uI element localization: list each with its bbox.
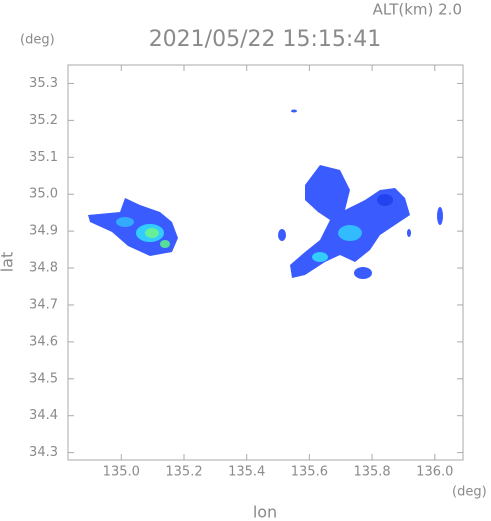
y-tick-label: 35.2 [29, 113, 58, 128]
y-tick-label: 35.1 [29, 150, 58, 165]
y-tick-label: 35.0 [29, 187, 58, 202]
x-tick-label: 135.0 [103, 465, 140, 480]
y-tick-label: 34.5 [29, 371, 58, 386]
chart-title: 2021/05/22 15:15:41 [149, 27, 382, 52]
y-unit: (deg) [20, 33, 55, 48]
echo-region [312, 252, 328, 262]
x-tick-label: 135.8 [353, 465, 390, 480]
echo-region [338, 225, 362, 241]
echo-region [88, 198, 178, 256]
x-axis-label: lon [253, 503, 277, 521]
echo-region [291, 109, 297, 113]
y-tick-label: 34.6 [29, 334, 58, 349]
y-tick-label: 34.7 [29, 297, 58, 312]
x-tick-label: 135.2 [165, 465, 202, 480]
echo-region [145, 228, 159, 238]
y-axis-label: lat [0, 252, 17, 273]
x-tick-label: 135.6 [291, 465, 328, 480]
x-tick-label: 135.4 [228, 465, 265, 480]
echo-region [278, 229, 286, 241]
echo-region [377, 194, 393, 206]
y-tick-label: 34.9 [29, 224, 58, 239]
echo-region [160, 240, 170, 248]
echo-regions [88, 109, 443, 279]
echo-region [407, 229, 411, 237]
echo-region [354, 267, 372, 279]
x-tick-label: 136.0 [416, 465, 453, 480]
plot-frame [67, 64, 464, 461]
x-unit: (deg) [452, 485, 487, 500]
echo-region [116, 217, 134, 227]
y-tick-label: 35.3 [29, 76, 58, 91]
echo-region [437, 207, 443, 225]
y-tick-label: 34.3 [29, 445, 58, 460]
y-tick-label: 34.4 [29, 408, 58, 423]
y-tick-label: 34.8 [29, 261, 58, 276]
echo-region [290, 165, 410, 278]
altitude-label: ALT(km) 2.0 [373, 1, 462, 19]
